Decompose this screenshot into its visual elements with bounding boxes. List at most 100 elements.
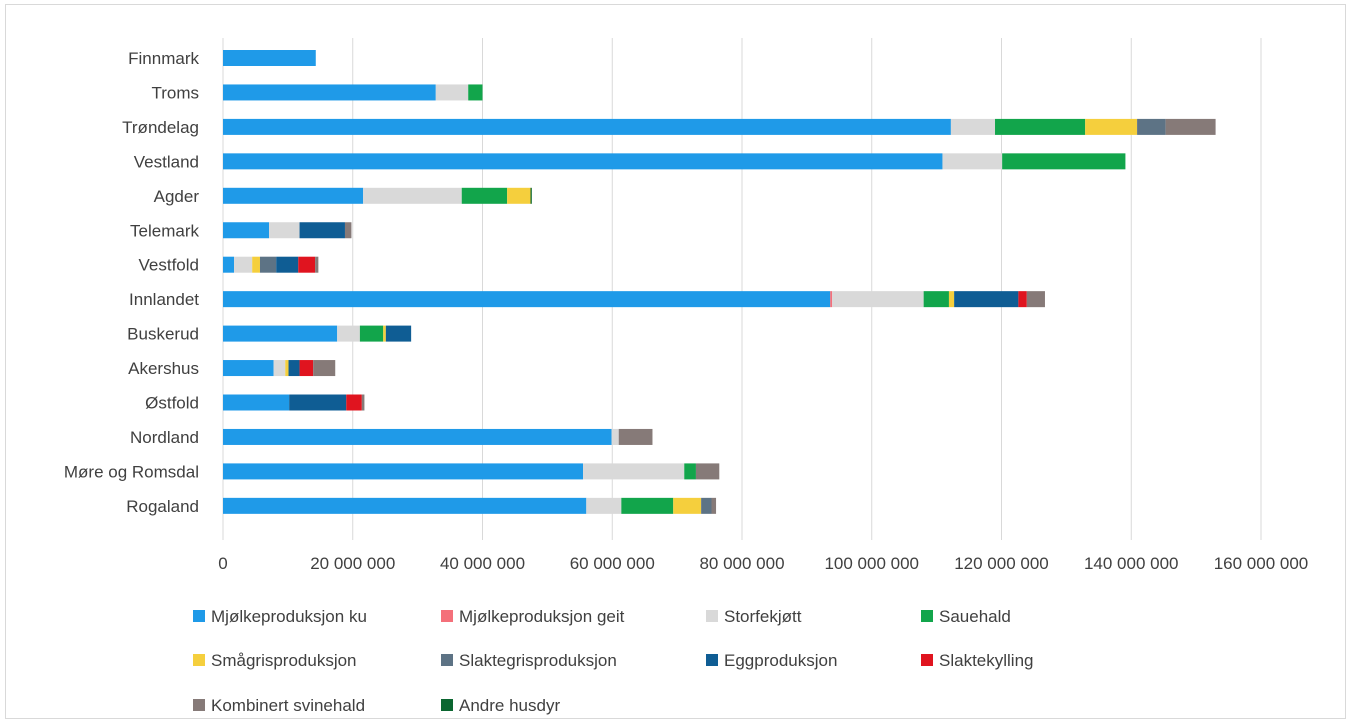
category-label: Telemark [130,221,199,240]
legend-swatch [193,610,205,622]
bar-segment [583,463,685,480]
category-label: Vestfold [139,256,200,275]
bar-segment [711,497,717,514]
x-tick-label: 0 [218,554,227,573]
legend-label: Slaktegrisproduksjon [459,651,617,670]
bar-segment [289,394,347,411]
bar-segment [1018,291,1027,308]
bar-segment [684,463,696,480]
bar-segment [621,497,674,514]
bar-segment [618,428,653,445]
bar-segment [299,360,314,377]
bar-segment [695,463,720,480]
bar-segment [586,497,622,514]
bar-segment [234,256,253,273]
bar-segment [385,325,412,342]
bar-segment [948,291,955,308]
bar-segment [361,394,365,411]
legend-swatch [921,610,933,622]
bar-segment [223,360,274,377]
bar-segment [269,222,300,239]
legend-swatch [441,699,453,711]
bar-segment [1137,118,1166,135]
bar-segment [223,153,943,170]
bar-segment [223,428,612,445]
bar-segment [315,256,319,273]
stacked-bar-chart: Finnmark Troms Trøndelag Vestland Agder Telem… [64,38,1309,715]
legend-label: Mjølkeproduksjon ku [211,607,367,626]
bar-segment [276,256,299,273]
bar-segment [223,325,338,342]
legend-swatch [193,699,205,711]
legend-swatch [441,610,453,622]
bar-segment [337,325,360,342]
legend-swatch [441,654,453,666]
legend-swatch [706,610,718,622]
bar-segment [288,360,300,377]
bar-segment [1165,118,1216,135]
legend-label: Slaktekylling [939,651,1034,670]
category-label: Finnmark [128,49,199,68]
bar-segment [223,118,951,135]
bar-segment [611,428,619,445]
x-tick-label: 80 000 000 [699,554,784,573]
bar-segment [954,291,1019,308]
bar-segment [363,187,462,204]
chart-frame: Finnmark Troms Trøndelag Vestland Agder Telem… [5,4,1346,719]
bar-segment [346,394,362,411]
category-label: Akershus [128,359,199,378]
bar-segment [299,222,345,239]
bar-segment [1002,153,1126,170]
bar-segment [832,291,924,308]
category-label: Møre og Romsdal [64,462,199,481]
category-label: Innlandet [129,290,199,309]
bar-segment [923,291,949,308]
bar-segment [359,325,384,342]
bar-segment [223,50,316,66]
x-tick-label: 140 000 000 [1084,554,1179,573]
bar-segment [285,360,289,377]
legend-swatch [193,654,205,666]
bar-segment [223,187,364,204]
category-label: Østfold [145,394,199,413]
legend-label: Storfekjøtt [724,607,802,626]
bar-segment [313,360,336,377]
bar-segment [830,291,833,308]
legend-swatch [706,654,718,666]
category-label: Vestland [134,152,199,171]
bar-segment [223,84,436,101]
bar-segment [507,187,531,204]
x-tick-label: 40 000 000 [440,554,525,573]
x-tick-label: 100 000 000 [824,554,919,573]
legend-label: Andre husdyr [459,696,560,715]
bar-segment [995,118,1086,135]
bar-segment [468,84,483,101]
x-tick-label: 120 000 000 [954,554,1049,573]
x-tick-label: 160 000 000 [1214,554,1309,573]
bar-segment [435,84,469,101]
bar-segment [1085,118,1138,135]
legend-label: Mjølkeproduksjon geit [459,607,625,626]
bar-segment [701,497,712,514]
legend-label: Kombinert svinehald [211,696,365,715]
bar-segment [298,256,316,273]
bar-segment [950,118,996,135]
legend-label: Sauehald [939,607,1011,626]
bars [223,50,1216,514]
x-tick-label: 60 000 000 [570,554,655,573]
bar-segment [1026,291,1045,308]
bar-segment [344,222,352,239]
bar-segment [223,394,290,411]
category-label: Trøndelag [122,118,199,137]
legend: Mjølkeproduksjon ku Mjølkeproduksjon geit… [193,607,1034,715]
bar-segment [223,463,584,480]
legend-label: Smågrisproduksjon [211,651,357,670]
bar-segment [223,291,831,308]
bar-segment [461,187,508,204]
category-label: Buskerud [127,325,199,344]
bar-segment [259,256,277,273]
bar-segment [252,256,260,273]
category-label: Nordland [130,428,199,447]
bar-segment [383,325,386,342]
bar-segment [673,497,702,514]
